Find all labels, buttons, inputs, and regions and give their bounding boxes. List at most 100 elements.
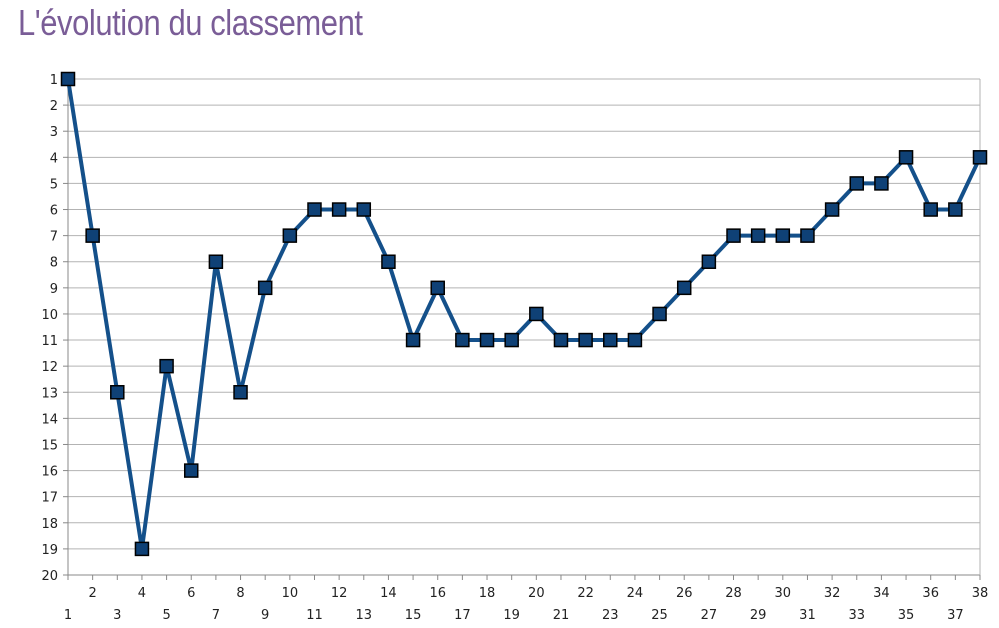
data-point xyxy=(257,280,273,296)
x-tick-label: 30 xyxy=(775,586,792,601)
x-tick-label: 3 xyxy=(113,608,121,623)
data-point xyxy=(898,150,914,165)
y-tick-label: 6 xyxy=(50,204,58,219)
data-point xyxy=(726,228,741,243)
data-point xyxy=(948,202,963,217)
x-tick-label: 8 xyxy=(236,586,244,601)
y-tick-label: 15 xyxy=(41,438,58,453)
x-tick-label: 11 xyxy=(306,608,323,623)
data-point xyxy=(381,254,396,269)
data-point xyxy=(529,306,544,322)
series-rank xyxy=(60,71,988,557)
y-tick-label: 10 xyxy=(41,308,58,323)
data-point xyxy=(824,202,840,217)
data-point xyxy=(208,254,224,269)
y-tick-label: 4 xyxy=(50,151,58,166)
data-point xyxy=(110,385,125,400)
x-tick-label: 18 xyxy=(479,586,496,601)
y-tick-label: 11 xyxy=(41,334,58,349)
x-tick-label: 1 xyxy=(64,608,72,623)
x-tick-label: 15 xyxy=(405,608,422,623)
data-point xyxy=(430,280,445,296)
x-tick-label: 36 xyxy=(922,586,939,601)
data-point xyxy=(701,254,717,269)
x-tick-label: 4 xyxy=(138,586,146,601)
x-tick-label: 14 xyxy=(380,586,397,601)
x-tick-label: 38 xyxy=(972,586,989,601)
x-tick-label: 29 xyxy=(750,608,767,623)
x-tick-label: 13 xyxy=(356,608,373,623)
data-point xyxy=(603,332,618,348)
chart-title: L'évolution du classement xyxy=(18,2,363,43)
x-tick-label: 19 xyxy=(503,608,520,623)
x-tick-label: 25 xyxy=(651,608,668,623)
data-point xyxy=(282,228,298,243)
y-tick-label: 18 xyxy=(41,517,58,532)
data-point xyxy=(578,332,593,348)
x-tick-label: 6 xyxy=(187,586,195,601)
data-point xyxy=(159,358,174,374)
data-point xyxy=(775,228,791,243)
data-point xyxy=(233,385,248,400)
y-tick-label: 13 xyxy=(41,386,58,401)
x-tick-label: 26 xyxy=(676,586,693,601)
y-tick-label: 9 xyxy=(50,282,58,297)
y-tick-label: 5 xyxy=(50,177,58,192)
x-tick-label: 5 xyxy=(162,608,170,623)
data-point xyxy=(553,332,569,348)
x-tick-label: 31 xyxy=(799,608,816,623)
data-point xyxy=(849,176,865,191)
data-point xyxy=(85,228,100,243)
x-tick-label: 12 xyxy=(331,586,348,601)
y-tick-label: 16 xyxy=(41,465,58,480)
x-tick-label: 23 xyxy=(602,608,619,623)
y-tick-label: 12 xyxy=(41,360,58,375)
x-tick-label: 27 xyxy=(701,608,718,623)
data-point xyxy=(676,280,692,296)
y-tick-label: 20 xyxy=(41,569,58,584)
y-tick-label: 17 xyxy=(41,491,58,506)
data-point xyxy=(800,228,815,243)
x-tick-label: 9 xyxy=(261,608,269,623)
y-tick-label: 8 xyxy=(50,256,58,271)
x-tick-label: 10 xyxy=(282,586,299,601)
data-point xyxy=(455,332,470,348)
x-tick-label: 21 xyxy=(553,608,570,623)
data-point xyxy=(923,202,938,217)
data-point xyxy=(652,306,667,322)
x-tick-label: 32 xyxy=(824,586,841,601)
data-point xyxy=(183,463,199,478)
data-point xyxy=(479,332,495,348)
x-tick-label: 2 xyxy=(89,586,97,601)
data-point xyxy=(405,332,421,348)
data-point xyxy=(134,541,150,557)
data-point xyxy=(60,71,76,87)
data-point xyxy=(874,176,889,191)
x-tick-label: 20 xyxy=(528,586,545,601)
data-point xyxy=(972,150,988,165)
y-tick-label: 14 xyxy=(41,412,58,427)
x-tick-label: 22 xyxy=(577,586,594,601)
y-tick-label: 2 xyxy=(50,99,58,114)
x-tick-label: 35 xyxy=(898,608,915,623)
x-tick-label: 28 xyxy=(725,586,742,601)
data-point xyxy=(750,228,766,243)
x-tick-label: 34 xyxy=(873,586,890,601)
y-tick-label: 7 xyxy=(50,230,58,245)
data-point xyxy=(331,202,347,217)
data-point xyxy=(627,332,643,348)
y-tick-label: 3 xyxy=(50,125,58,140)
y-tick-label: 1 xyxy=(50,73,58,88)
data-point xyxy=(356,202,372,217)
x-tick-labels: 1234567891011121314151617181920212223242… xyxy=(64,586,988,623)
x-tick-label: 7 xyxy=(212,608,220,623)
data-point xyxy=(504,332,519,348)
x-tick-label: 37 xyxy=(947,608,964,623)
data-point xyxy=(307,202,322,217)
x-tick-label: 16 xyxy=(429,586,446,601)
x-tick-label: 17 xyxy=(454,608,471,623)
y-tick-label: 19 xyxy=(41,543,58,558)
x-tick-label: 24 xyxy=(627,586,644,601)
